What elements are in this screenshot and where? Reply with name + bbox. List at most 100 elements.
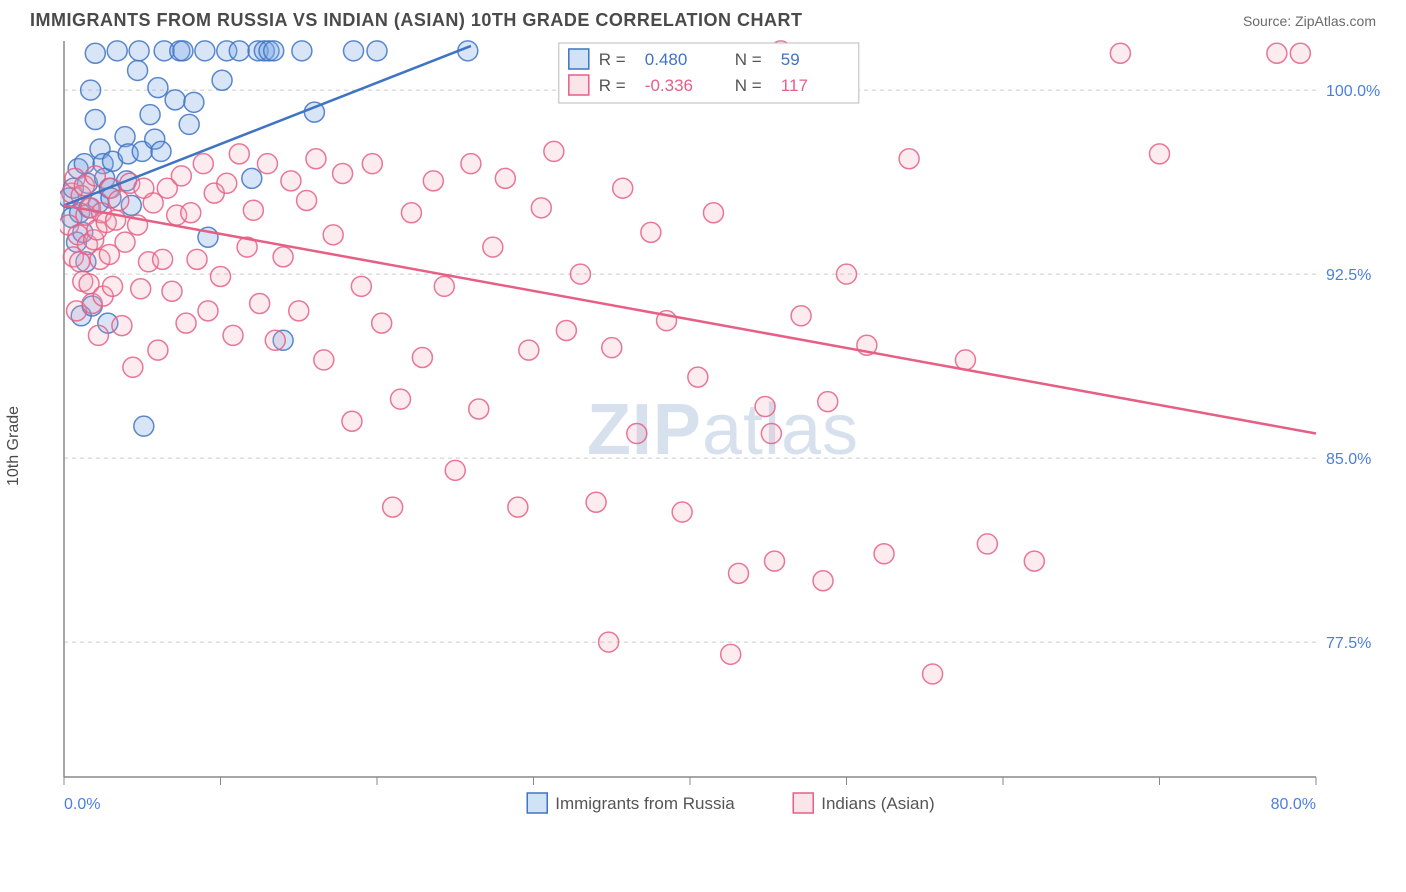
x-tick-label: 0.0% [64,796,100,813]
data-point-indian [1024,551,1044,571]
data-point-indian [187,249,207,269]
y-axis-label: 10th Grade [5,406,23,486]
data-point-russia [148,78,168,98]
data-point-indian [112,316,132,336]
data-point-indian [372,313,392,333]
data-point-indian [229,144,249,164]
y-tick-label: 100.0% [1326,83,1380,100]
data-point-indian [223,325,243,345]
data-point-indian [297,190,317,210]
data-point-indian [88,325,108,345]
data-point-russia [173,41,193,61]
data-point-indian [672,502,692,522]
chart-title: IMMIGRANTS FROM RUSSIA VS INDIAN (ASIAN)… [30,10,803,31]
data-point-indian [103,276,123,296]
data-point-indian [755,397,775,417]
plot-area: 77.5%85.0%92.5%100.0%ZIPatlas0.0%80.0%R … [60,37,1386,827]
data-point-indian [977,534,997,554]
data-point-russia [242,168,262,188]
data-point-indian [362,154,382,174]
data-point-indian [289,301,309,321]
data-point-indian [434,276,454,296]
data-point-indian [323,225,343,245]
data-point-indian [115,232,135,252]
data-point-indian [495,168,515,188]
data-point-indian [217,173,237,193]
data-point-indian [109,190,129,210]
data-point-indian [351,276,371,296]
trend-line-russia [64,46,471,205]
y-tick-label: 92.5% [1326,267,1371,284]
data-point-indian [306,149,326,169]
data-point-indian [193,154,213,174]
data-point-indian [627,424,647,444]
legend-R-value: -0.336 [645,76,693,95]
data-point-indian [265,330,285,350]
data-point-indian [250,294,270,314]
data-point-russia [229,41,249,61]
legend-bottom-swatch-russia [527,793,547,813]
data-point-indian [602,338,622,358]
data-point-indian [281,171,301,191]
legend-N-value: 117 [781,76,808,95]
data-point-russia [212,70,232,90]
legend-swatch-russia [569,49,589,69]
chart-header: IMMIGRANTS FROM RUSSIA VS INDIAN (ASIAN)… [0,0,1406,37]
data-point-russia [85,43,105,63]
data-point-indian [333,163,353,183]
legend-R-label: R = [599,50,626,69]
data-point-indian [412,347,432,367]
data-point-indian [899,149,919,169]
data-point-indian [469,399,489,419]
source-prefix: Source: [1243,13,1295,29]
data-point-indian [401,203,421,223]
data-point-indian [198,301,218,321]
data-point-indian [703,203,723,223]
data-point-indian [544,141,564,161]
data-point-indian [171,166,191,186]
data-point-indian [123,357,143,377]
data-point-indian [483,237,503,257]
data-point-indian [1150,144,1170,164]
data-point-russia [195,41,215,61]
data-point-indian [342,411,362,431]
data-point-russia [107,41,127,61]
data-point-indian [556,320,576,340]
data-point-indian [923,664,943,684]
data-point-russia [128,60,148,80]
data-point-russia [140,105,160,125]
legend-R-value: 0.480 [645,50,688,69]
data-point-russia [129,41,149,61]
y-tick-label: 85.0% [1326,451,1371,468]
data-point-russia [85,110,105,130]
data-point-indian [1110,43,1130,63]
data-point-indian [531,198,551,218]
legend-R-label: R = [599,76,626,95]
source-attribution: Source: ZipAtlas.com [1243,13,1376,29]
data-point-indian [1267,43,1287,63]
data-point-indian [131,279,151,299]
x-tick-label: 80.0% [1271,796,1316,813]
data-point-russia [179,114,199,134]
data-point-indian [153,249,173,269]
data-point-indian [519,340,539,360]
data-point-indian [181,203,201,223]
data-point-indian [765,551,785,571]
data-point-indian [148,340,168,360]
data-point-indian [176,313,196,333]
legend-N-label: N = [735,76,762,95]
data-point-indian [162,281,182,301]
data-point-russia [344,41,364,61]
data-point-indian [599,632,619,652]
legend-swatch-indian [569,75,589,95]
legend-bottom-label-indian: Indians (Asian) [821,794,934,813]
legend-N-label: N = [735,50,762,69]
data-point-indian [1290,43,1310,63]
data-point-indian [243,200,263,220]
data-point-indian [761,424,781,444]
data-point-indian [813,571,833,591]
data-point-indian [955,350,975,370]
data-point-russia [151,141,171,161]
y-tick-label: 77.5% [1326,635,1371,652]
data-point-indian [688,367,708,387]
